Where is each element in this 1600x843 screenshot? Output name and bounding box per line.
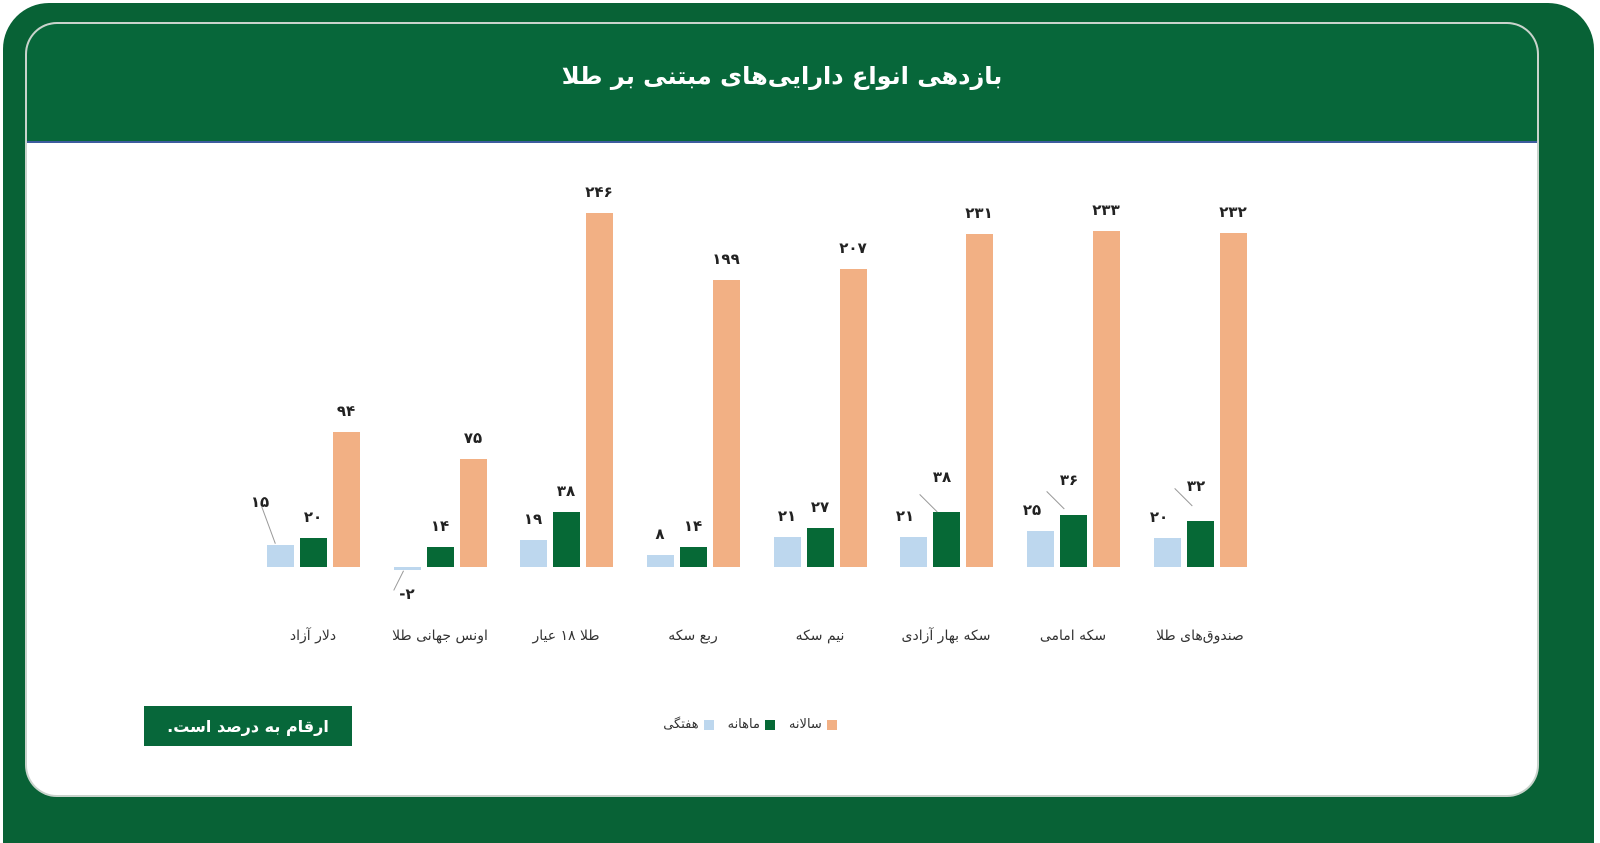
- data-label: ۲۱: [777, 506, 797, 525]
- category-label: طلا ۱۸ عیار: [532, 628, 600, 644]
- data-label: ۲۰: [303, 508, 323, 527]
- chart-legend: سالانه ماهانه هفتگی: [600, 717, 900, 732]
- data-label: -۲: [399, 585, 415, 603]
- data-label: ۳۲: [1186, 476, 1206, 495]
- data-label: ۲۴۶: [585, 182, 613, 201]
- bar-yearly: [965, 234, 993, 567]
- legend-swatch-icon: [764, 719, 775, 730]
- bar-yearly: [459, 459, 487, 567]
- bar-weekly: [1026, 531, 1054, 567]
- bar-monthly: [932, 512, 960, 567]
- bar-weekly: [899, 536, 927, 567]
- bar-yearly: [332, 431, 360, 567]
- bar-monthly: [1059, 515, 1087, 567]
- data-label: ۲۱: [895, 506, 915, 525]
- bar-weekly: [773, 536, 801, 567]
- leader-line: [261, 506, 276, 545]
- data-label: ۲۵: [1022, 501, 1042, 519]
- category-label: سکه بهار آزادی: [901, 628, 991, 644]
- category-label: دلار آزاد: [289, 628, 337, 644]
- data-label: ۲۳۱: [965, 204, 993, 223]
- data-label: ۲۰: [1149, 508, 1169, 527]
- data-label: ۷۵: [463, 429, 483, 447]
- bar-monthly: [426, 546, 454, 567]
- chart-title: بازدهی انواع دارایی‌های مبتنی بر طلا: [561, 62, 1003, 90]
- legend-item-monthly: ماهانه: [728, 717, 775, 732]
- data-label: ۱۴: [683, 516, 703, 535]
- data-label: ۱۴: [430, 516, 450, 535]
- data-label: ۲۳۳: [1092, 201, 1120, 220]
- category-label: سکه امامی: [1039, 628, 1107, 644]
- bar-yearly: [712, 280, 740, 567]
- category-label: ربع سکه: [668, 628, 718, 644]
- bar-weekly: [646, 555, 674, 567]
- legend-label: ماهانه: [727, 717, 760, 732]
- bar-monthly: [806, 528, 834, 567]
- data-label: ۲۷: [810, 498, 830, 517]
- bar-yearly: [1092, 231, 1120, 567]
- bar-monthly: [552, 512, 580, 567]
- data-label: ۸: [655, 525, 665, 544]
- data-label: ۱۹: [523, 509, 543, 528]
- legend-item-yearly: سالانه: [789, 717, 837, 732]
- chart-card: بازدهی انواع دارایی‌های مبتنی بر طلا: [27, 24, 1537, 795]
- data-label: ۲۳۲: [1219, 202, 1247, 221]
- category-label: اونس جهانی طلا: [392, 628, 488, 644]
- category-label: نیم سکه: [795, 628, 845, 644]
- bar-monthly: [1186, 520, 1214, 567]
- data-label: ۳۸: [932, 468, 952, 487]
- data-label: ۲۰۷: [839, 238, 867, 257]
- bar-weekly: [1153, 538, 1181, 567]
- unit-note-text: ارقام به درصد است.: [167, 716, 329, 736]
- legend-swatch-icon: [826, 719, 837, 730]
- bar-yearly: [1219, 232, 1247, 567]
- bar-yearly: [585, 212, 613, 567]
- bar-yearly: [839, 268, 867, 567]
- data-label: ۳۶: [1059, 471, 1079, 490]
- legend-swatch-icon: [703, 719, 714, 730]
- bar-monthly: [679, 546, 707, 567]
- legend-label: هفتگی: [663, 717, 699, 732]
- bar-weekly: [519, 539, 547, 567]
- unit-note-badge: ارقام به درصد است.: [144, 706, 352, 746]
- bar-weekly: [266, 545, 294, 567]
- data-label: ۱۹۹: [712, 250, 740, 269]
- data-label: ۳۸: [556, 482, 576, 501]
- legend-item-weekly: هفتگی: [663, 717, 714, 732]
- category-label: صندوق‌های طلا: [1156, 628, 1244, 644]
- bar-weekly: [393, 567, 421, 570]
- chart-header: بازدهی انواع دارایی‌های مبتنی بر طلا: [27, 24, 1537, 143]
- data-label: ۱۵: [250, 493, 270, 512]
- legend-label: سالانه: [788, 717, 822, 732]
- bar-monthly: [299, 538, 327, 567]
- data-label: ۹۴: [336, 401, 356, 420]
